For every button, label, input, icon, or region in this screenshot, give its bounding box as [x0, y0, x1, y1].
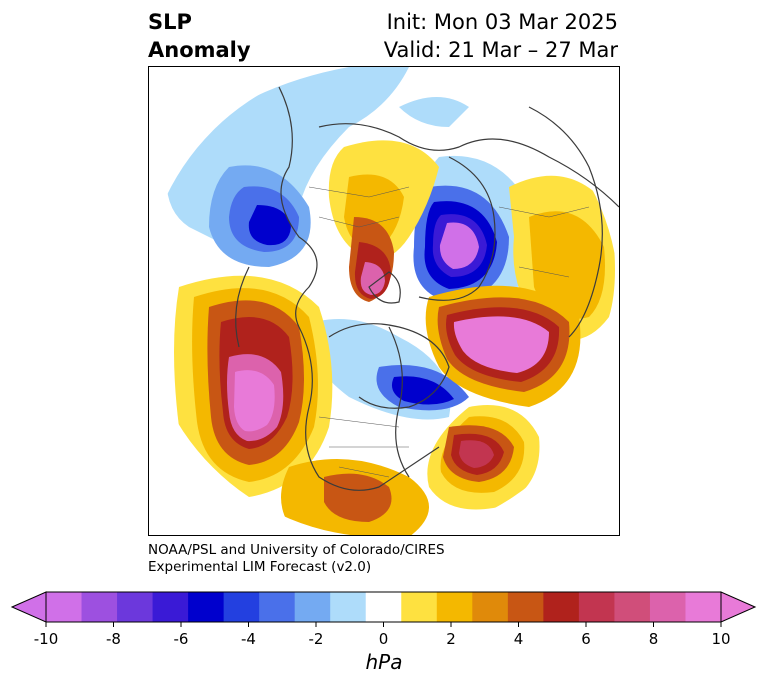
credit-line-2: Experimental LIM Forecast (v2.0): [148, 559, 372, 575]
colorbar-tick-label: 0: [379, 630, 389, 648]
credit-line-1: NOAA/PSL and University of Colorado/CIRE…: [148, 542, 445, 558]
colorbar-box: [401, 592, 438, 622]
colorbar-box: [152, 592, 189, 622]
colorbar-box: [294, 592, 331, 622]
colorbar-box: [543, 592, 580, 622]
title-line-1: SLP: [148, 10, 192, 34]
colorbar-over-arrow: [720, 591, 757, 623]
colorbar-box: [685, 592, 722, 622]
colorbar-tick-label: -8: [106, 630, 121, 648]
colorbar-box: [46, 592, 83, 622]
colorbar-tick-label: 4: [514, 630, 524, 648]
colorbar-tick-label: 2: [446, 630, 456, 648]
colorbar-box: [330, 592, 367, 622]
colorbar-tick-label: -6: [174, 630, 189, 648]
colorbar-box: [259, 592, 296, 622]
colorbar-box: [223, 592, 260, 622]
colorbar-tick-label: 8: [649, 630, 659, 648]
colorbar-boxes: [46, 592, 722, 622]
pole-marker: [380, 296, 390, 306]
colorbar-tick-label: -10: [34, 630, 59, 648]
forecast-dates: Init: Mon 03 Mar 2025 Valid: 21 Mar – 27…: [384, 8, 618, 64]
colorbar-box: [81, 592, 118, 622]
positive-anomaly: [459, 440, 494, 468]
colorbar-tick-label: -4: [241, 630, 256, 648]
slp-anomaly-map: [148, 66, 620, 536]
colorbar-tick-label: -2: [309, 630, 324, 648]
positive-anomaly: [529, 211, 605, 319]
credit-text: NOAA/PSL and University of Colorado/CIRE…: [148, 542, 445, 576]
negative-anomaly-light: [399, 97, 469, 127]
colorbar-tick-label: 6: [581, 630, 591, 648]
map-canvas: [166, 67, 619, 535]
map-title: SLP Anomaly: [148, 8, 251, 64]
init-date: Init: Mon 03 Mar 2025: [386, 10, 618, 34]
anomaly-field: [166, 67, 615, 535]
negative-anomaly: [439, 222, 479, 269]
colorbar-box: [507, 592, 544, 622]
valid-date: Valid: 21 Mar – 27 Mar: [383, 38, 618, 62]
colorbar-box: [365, 592, 402, 622]
positive-anomaly: [324, 473, 392, 522]
colorbar-unit: hPa: [365, 650, 403, 674]
positive-anomaly: [360, 262, 385, 295]
colorbar-ticks: -10 -8 -6 -4 -2 0 2 4 6 8 10: [34, 622, 731, 648]
title-line-2: Anomaly: [148, 38, 251, 62]
colorbar-box: [436, 592, 473, 622]
colorbar-tick-label: 10: [711, 630, 730, 648]
positive-anomaly: [234, 370, 275, 432]
colorbar-box: [649, 592, 686, 622]
colorbar-box: [614, 592, 651, 622]
colorbar-box: [188, 592, 225, 622]
colorbar-box: [472, 592, 509, 622]
colorbar-box: [117, 592, 154, 622]
colorbar: -10 -8 -6 -4 -2 0 2 4 6 8 10: [10, 591, 757, 648]
borders: [308, 186, 590, 478]
colorbar-under-arrow: [10, 591, 47, 623]
negative-anomaly: [248, 205, 291, 246]
negative-anomaly: [391, 376, 454, 405]
colorbar-box: [578, 592, 615, 622]
coastlines: [235, 86, 619, 491]
positive-anomaly: [453, 316, 549, 373]
